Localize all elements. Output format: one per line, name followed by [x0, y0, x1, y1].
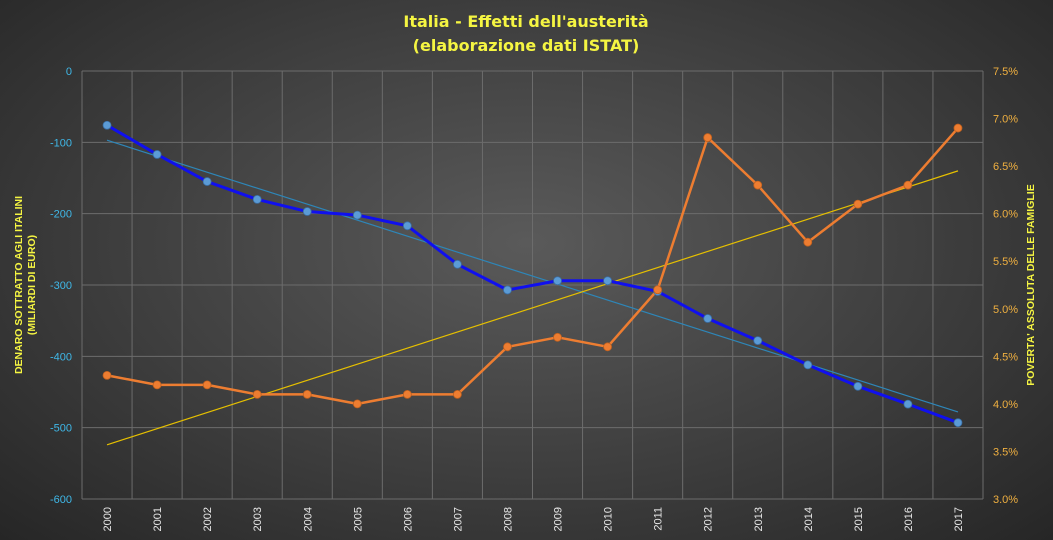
- data-point-right: [703, 133, 713, 142]
- left-tick-label: -500: [50, 423, 72, 435]
- data-point-left: [753, 336, 763, 346]
- data-markers: [102, 120, 963, 428]
- x-tick-label: 2006: [402, 507, 414, 531]
- data-point-left: [503, 285, 512, 295]
- data-point-left: [853, 381, 863, 391]
- left-tick-label: -100: [50, 137, 72, 149]
- x-tick-label: 2003: [252, 507, 264, 531]
- x-tick-label: 2004: [302, 507, 314, 531]
- data-point-left: [703, 314, 713, 323]
- left-tick-label: -400: [50, 351, 72, 363]
- data-point-right: [803, 237, 813, 247]
- right-tick-label: 6.5%: [993, 161, 1018, 173]
- data-point-right: [553, 332, 562, 342]
- x-tick-label: 2013: [753, 507, 765, 531]
- x-tick-label: 2008: [502, 507, 514, 531]
- data-point-right: [753, 180, 763, 190]
- left-tick-label: -600: [50, 494, 72, 506]
- right-tick-label: 5.0%: [993, 304, 1018, 316]
- x-tick-label: 2015: [853, 507, 865, 531]
- data-point-right: [402, 389, 412, 399]
- data-point-right: [352, 399, 362, 409]
- left-axis-ticks: 0 -100 -200 -300 -400 -500 -600: [50, 66, 72, 506]
- chart-title-line-2: (elaborazione dati ISTAT): [413, 36, 640, 55]
- gridlines: [81, 70, 984, 500]
- data-point-left: [803, 360, 813, 370]
- x-tick-label: 2014: [803, 507, 815, 531]
- x-tick-label: 2002: [202, 507, 214, 531]
- data-point-right: [853, 199, 863, 209]
- x-tick-label: 2017: [953, 507, 965, 531]
- chart-title-line-1: Italia - Effetti dell'austerità: [403, 12, 648, 31]
- trendline-right: [106, 170, 959, 446]
- left-axis-title-line-1: DENARO SOTTRATTO AGLI ITALINI: [13, 196, 25, 374]
- right-axis-title: POVERTA' ASSOLUTA DELLE FAMIGLIE: [1025, 184, 1037, 385]
- right-tick-label: 4.0%: [993, 399, 1018, 411]
- data-point-left: [202, 177, 212, 186]
- x-tick-label: 2016: [903, 507, 915, 531]
- right-tick-label: 3.5%: [993, 446, 1018, 458]
- data-point-left: [903, 399, 913, 409]
- x-tick-label: 2005: [352, 507, 364, 531]
- right-tick-label: 4.5%: [993, 351, 1018, 363]
- data-point-right: [653, 285, 663, 295]
- x-tick-label: 2009: [553, 507, 565, 531]
- data-point-right: [252, 389, 262, 399]
- data-point-right: [453, 389, 462, 399]
- x-tick-label: 2000: [102, 507, 114, 531]
- x-tick-label: 2012: [703, 507, 715, 531]
- right-tick-label: 5.5%: [993, 256, 1018, 268]
- left-tick-label: -300: [50, 280, 72, 292]
- data-point-right: [302, 389, 312, 399]
- data-point-right: [603, 342, 612, 352]
- trendlines: [106, 139, 959, 446]
- data-point-left: [953, 418, 963, 428]
- x-tick-label: 2010: [603, 507, 615, 531]
- data-point-right: [152, 380, 162, 390]
- data-point-left: [453, 259, 462, 269]
- series-line-right: [105, 126, 960, 406]
- data-point-right: [953, 123, 963, 133]
- right-tick-label: 7.0%: [993, 114, 1018, 126]
- data-point-right: [903, 180, 913, 190]
- data-point-left: [553, 276, 562, 286]
- x-tick-label: 2007: [452, 507, 464, 531]
- left-axis-title-line-2: (MILIARDI DI EURO): [26, 235, 38, 335]
- data-point-left: [402, 221, 412, 231]
- data-point-left: [252, 194, 262, 204]
- x-tick-label: 2001: [152, 507, 164, 531]
- data-point-left: [603, 276, 612, 286]
- data-point-left: [302, 207, 312, 216]
- left-tick-label: 0: [66, 66, 72, 78]
- right-tick-label: 7.5%: [993, 66, 1018, 78]
- data-point-right: [102, 370, 112, 380]
- right-axis-ticks: 7.5% 7.0% 6.5% 6.0% 5.5% 5.0% 4.5% 4.0% 3.5% 3.0%: [993, 66, 1018, 506]
- data-series: [105, 123, 960, 425]
- right-tick-label: 6.0%: [993, 209, 1018, 221]
- data-point-right: [202, 380, 212, 390]
- left-tick-label: -200: [50, 209, 72, 221]
- data-point-left: [352, 210, 362, 220]
- x-tick-label: 2011: [653, 507, 665, 531]
- x-axis-ticks: 2000 2001 2002 2003 2004 2005 2006 2007 2008 2009…: [102, 507, 965, 531]
- data-point-left: [102, 120, 112, 130]
- series-line-left: [105, 123, 960, 425]
- trendline-left: [106, 139, 959, 413]
- right-tick-label: 3.0%: [993, 494, 1018, 506]
- data-point-right: [503, 342, 512, 352]
- data-point-left: [152, 150, 162, 159]
